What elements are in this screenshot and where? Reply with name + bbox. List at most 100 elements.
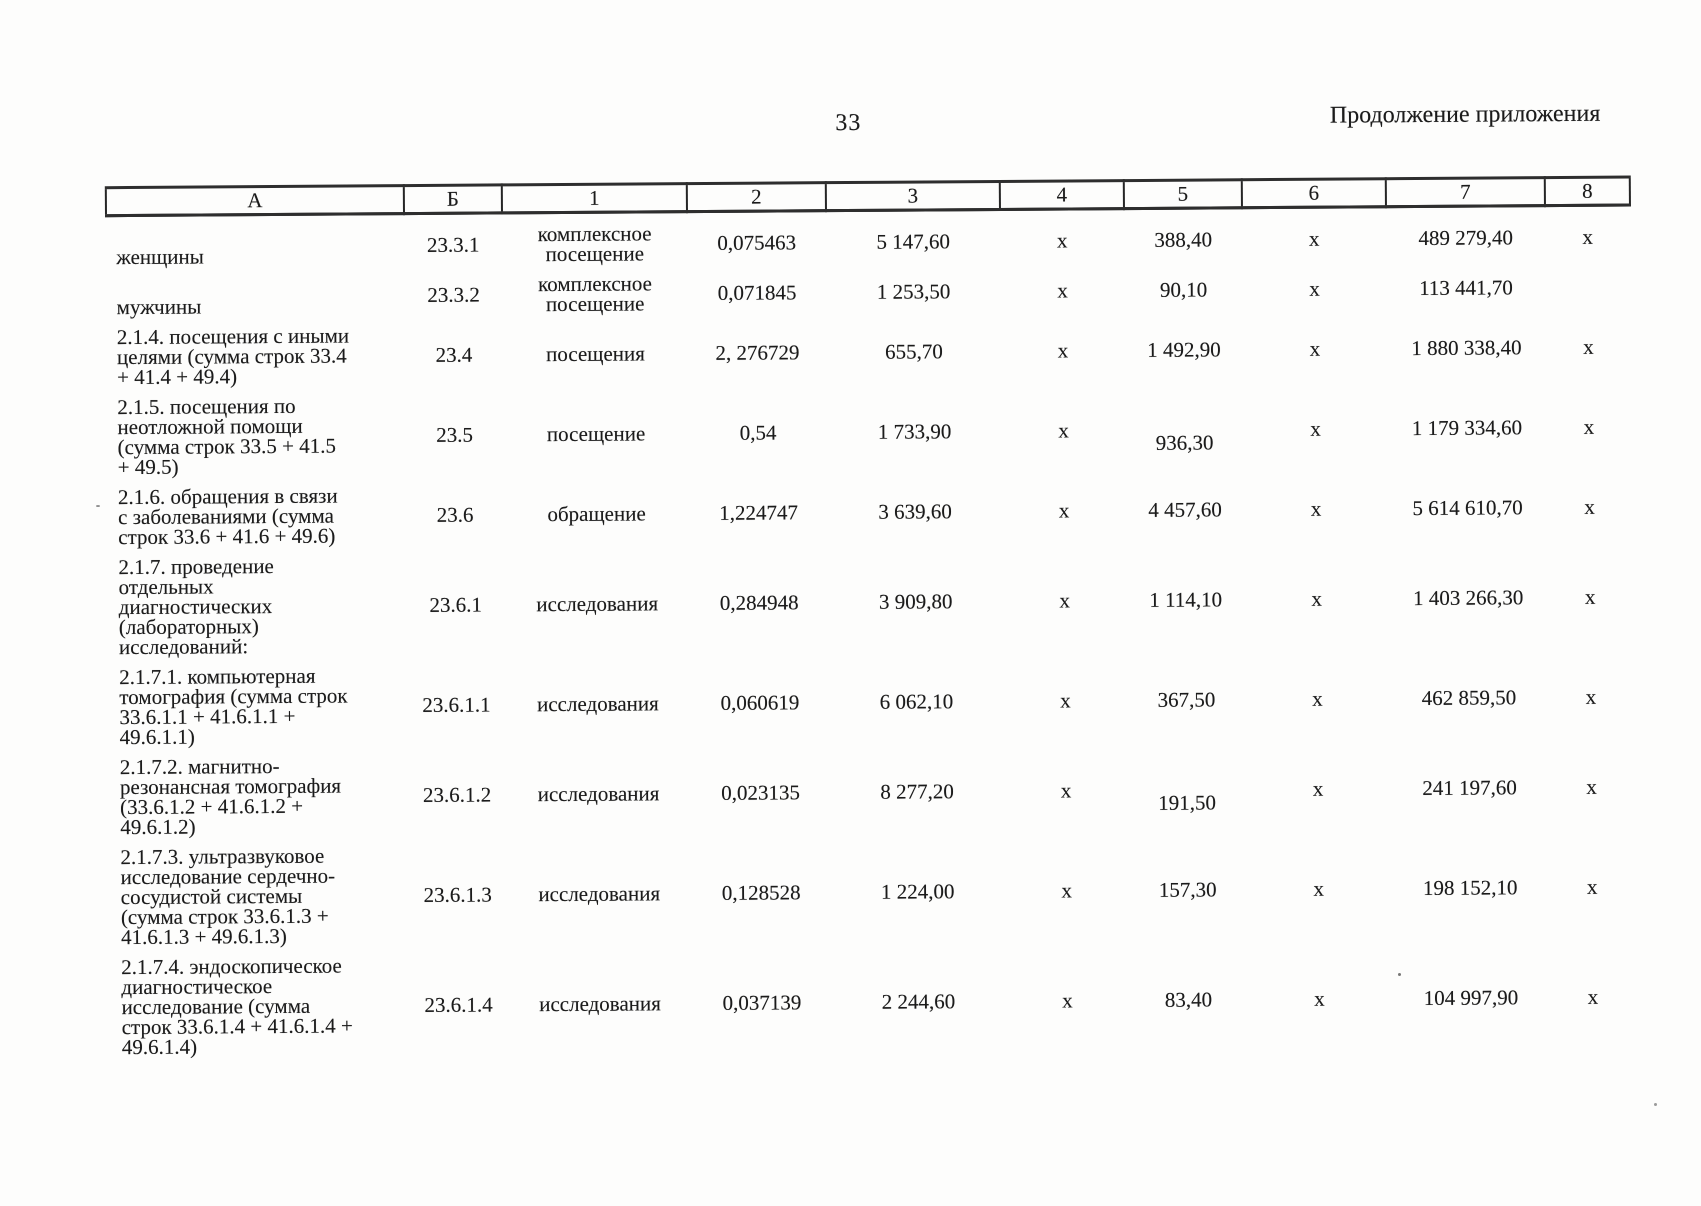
cell-col-a: 2.1.7. проведение отдельных диагностичес… [108,550,407,662]
cell-col-3: 3 639,60 [828,476,1002,547]
cell-col-5: 388,40 [1124,208,1242,265]
cell-value: 462 859,50 [1421,685,1517,711]
cell-value: х [1056,228,1068,253]
column-header-4: 4 [999,180,1124,210]
cell-col-b: 23.6.1 [406,549,505,660]
cell-value: 8 277,20 [880,779,954,804]
cell-value: исследования [539,991,661,1017]
cell-value: 113 441,70 [1419,275,1513,301]
cell-col-8: х [1549,742,1635,833]
column-header-3: 3 [825,181,1000,211]
cell-col-6: х [1246,743,1391,834]
cell-col-4: х [1004,745,1129,836]
cell-col-5: 1 492,90 [1125,314,1243,385]
cell-col-6: х [1247,943,1392,1054]
cell-value: 23.6.1.3 [423,882,492,907]
column-header-5: 5 [1123,179,1242,209]
cell-value: 0,128528 [721,880,801,905]
cell-col-8: х [1549,832,1635,943]
table-row: 2.1.7.4. эндоскопическое диагностическое… [111,942,1636,1063]
cell-col-1: посещения [503,318,688,389]
cell-col-a: мужчины [106,270,404,322]
cell-col-b: 23.6.1.1 [407,659,506,750]
cell-value: 1 179 334,60 [1411,415,1523,441]
cell-value: 2.1.7.1. компьютерная томография (сумма … [119,663,348,750]
cell-value: 2.1.7. проведение отдельных диагностичес… [118,554,274,660]
cell-value: х [1057,278,1068,303]
table-row: женщины 23.3.1 комплексное посещение 0,0754… [106,205,1630,272]
cell-col-b: 23.6.1.2 [408,749,507,840]
cell-col-b: 23.5 [405,389,504,480]
cell-col-7: 1 880 338,40 [1387,312,1546,383]
cell-value: 0,075463 [717,230,797,255]
column-header-1: 1 [501,183,687,213]
cell-col-4: х [1002,545,1127,656]
cell-value: 1 492,90 [1147,337,1221,362]
cell-value: х [1310,496,1322,521]
cell-col-3: 3 909,80 [828,546,1003,657]
cell-col-b: 23.4 [405,319,503,390]
cell-value: 6 062,10 [879,689,954,714]
cell-col-6: х [1243,383,1388,474]
cell-value: 23.6 [436,502,474,527]
cell-col-5: 936,30 [1125,384,1244,475]
cell-col-a: 2.1.7.3. ультразвуковое исследование сер… [110,840,409,952]
cell-value: 23.5 [436,422,473,447]
cell-col-2: 0,071845 [687,267,826,318]
cell-value: 0,023135 [721,780,800,805]
cell-value: 157,30 [1158,877,1217,902]
cell-col-1: посещение [503,388,689,479]
column-header-b: Б [403,184,502,214]
cell-value: х [1312,686,1323,711]
cell-value: х [1057,338,1069,363]
cell-value: посещения [545,341,645,367]
cell-value: х [1584,584,1596,609]
cell-value: 23.4 [435,342,473,367]
cell-value: исследования [537,781,660,807]
cell-col-8: х [1547,472,1632,543]
cell-col-6: х [1243,313,1387,384]
cell-value: 388,40 [1154,227,1213,252]
cell-col-8: х [1547,542,1633,653]
cell-col-4: х [1001,385,1126,476]
cell-value: 23.6.1 [429,592,483,617]
cell-col-b: 23.3.1 [404,213,502,270]
cell-col-4: х [1002,475,1126,546]
cell-col-4: х [1000,209,1124,266]
cell-value: 2, 276729 [715,340,800,365]
cell-col-7: 104 997,90 [1391,942,1551,1053]
cell-col-3: 8 277,20 [830,746,1005,837]
cell-value: 2.1.7.3. ультразвуковое исследование сер… [120,843,336,950]
cell-value: х [1313,876,1325,901]
cell-col-1: исследования [504,548,690,659]
appendix-continuation-note: Продолжение приложения [1329,100,1601,129]
cell-value: х [1309,276,1320,301]
cell-col-4: х [1001,315,1125,386]
cell-col-b: 23.6.1.4 [409,949,508,1060]
cell-col-3: 6 062,10 [829,656,1004,747]
cell-value: х [1058,498,1070,523]
cell-col-6: х [1242,207,1386,265]
cell-col-5: 1 114,10 [1126,544,1245,655]
cell-col-7: 489 279,40 [1386,206,1545,264]
cell-col-a: 2.1.7.2. магнитно- резонансная томографи… [110,750,409,842]
table-row: 2.1.7.2. магнитно- резонансная томографи… [110,742,1635,843]
cell-value: 23.6.1.2 [422,782,492,807]
cell-value: 1 224,00 [880,879,955,904]
cell-col-7: 241 197,60 [1390,742,1550,833]
table-row: 2.1.7. проведение отдельных диагностичес… [108,542,1633,663]
cell-value: 1 880 338,40 [1411,335,1522,361]
cell-value: 1 733,90 [877,419,952,444]
cell-value: х [1583,334,1594,359]
cell-value: 3 909,80 [878,589,953,614]
cell-col-7: 198 152,10 [1390,832,1550,943]
cell-value: х [1311,586,1323,611]
cell-value: 3 639,60 [878,499,952,524]
cell-col-b: 23.6.1.3 [408,839,507,950]
cell-value: 104 997,90 [1423,985,1519,1011]
cell-value: 2.1.7.2. магнитно- резонансная томографи… [119,753,342,840]
cell-col-b: 23.3.2 [404,269,502,320]
